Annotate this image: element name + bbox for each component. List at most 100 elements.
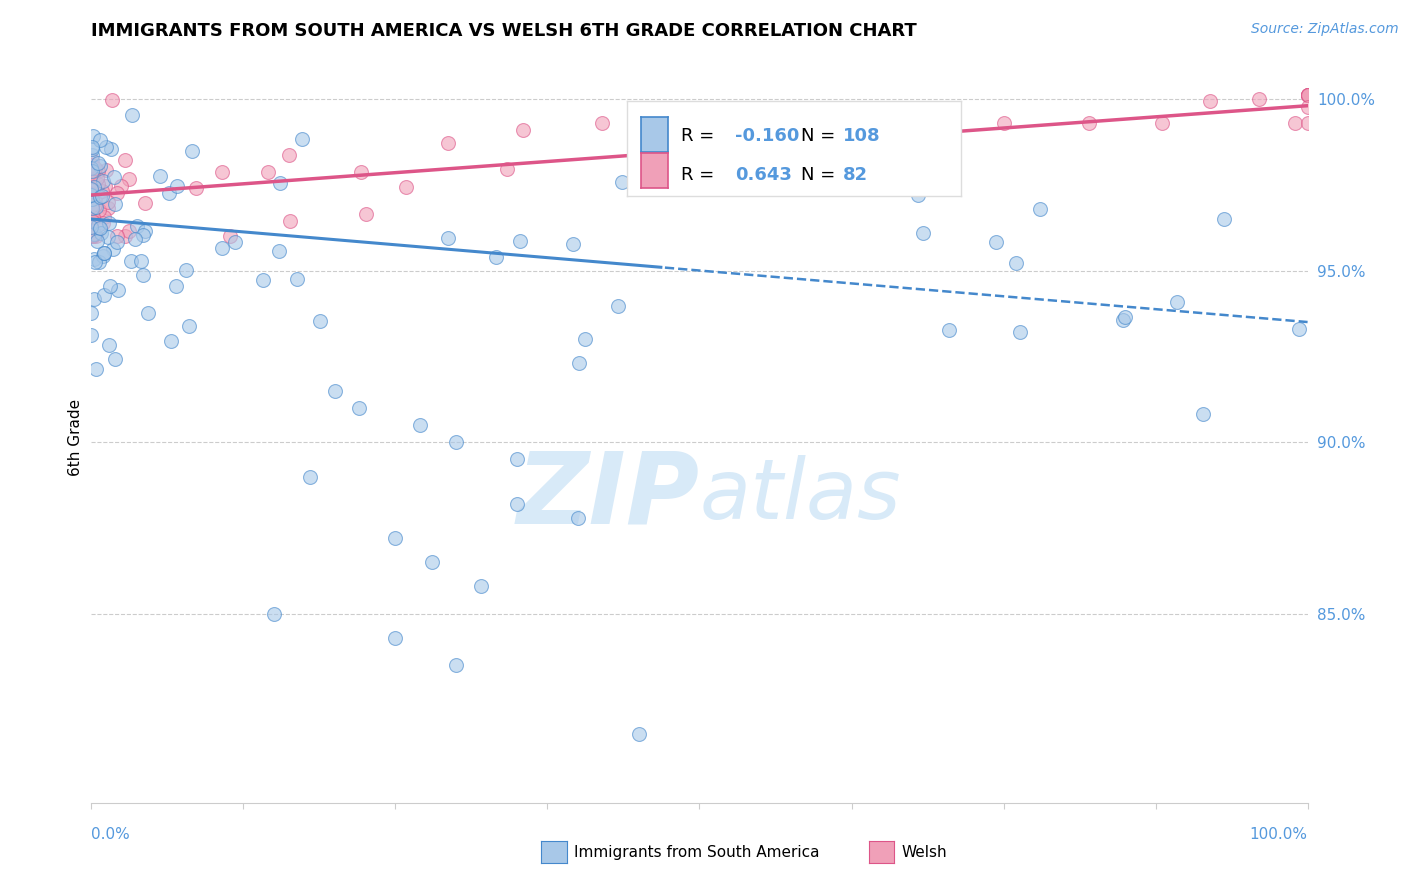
Point xyxy=(664,109,686,123)
Point xyxy=(80,158,103,172)
Point xyxy=(1296,88,1319,103)
Point xyxy=(1296,116,1319,130)
Point xyxy=(80,223,103,237)
Text: R =: R = xyxy=(682,166,720,185)
Point xyxy=(84,198,107,212)
Point xyxy=(437,231,460,245)
Point xyxy=(82,211,104,225)
Point xyxy=(257,165,280,179)
Point xyxy=(80,187,103,202)
Point xyxy=(80,181,103,195)
Point xyxy=(907,116,929,130)
Point xyxy=(149,169,172,183)
Point xyxy=(118,172,141,186)
Point xyxy=(89,202,111,217)
Point xyxy=(591,116,613,130)
Point xyxy=(993,116,1015,130)
Point xyxy=(506,497,529,511)
Point xyxy=(80,198,103,212)
Point xyxy=(86,171,108,186)
Point xyxy=(80,213,103,227)
Text: 0.643: 0.643 xyxy=(735,166,792,185)
Point xyxy=(713,116,735,130)
Point xyxy=(93,249,115,263)
Point xyxy=(110,178,132,193)
Point xyxy=(444,658,467,673)
Point xyxy=(80,328,103,343)
Text: N =: N = xyxy=(801,127,841,145)
Point xyxy=(610,175,633,189)
Point xyxy=(98,337,121,351)
Point xyxy=(129,253,152,268)
Point xyxy=(101,93,124,107)
Point xyxy=(83,252,105,266)
Point xyxy=(938,323,960,337)
Point xyxy=(103,242,125,256)
Point xyxy=(349,165,371,179)
Point xyxy=(309,314,332,328)
Point xyxy=(90,227,112,241)
Point xyxy=(1191,407,1213,421)
Point xyxy=(444,435,467,450)
Point xyxy=(1212,212,1234,227)
Point xyxy=(512,123,534,137)
Point xyxy=(80,192,103,206)
Point xyxy=(97,195,120,210)
Point xyxy=(87,218,110,232)
Point xyxy=(83,179,105,194)
Point xyxy=(1029,202,1052,216)
Y-axis label: 6th Grade: 6th Grade xyxy=(67,399,83,475)
Point xyxy=(83,292,105,306)
Point xyxy=(87,156,110,170)
Point xyxy=(82,164,104,178)
Point xyxy=(159,186,181,201)
Point xyxy=(395,179,418,194)
Point xyxy=(104,197,127,211)
Point xyxy=(607,298,630,312)
Point xyxy=(82,167,104,181)
Point xyxy=(1112,312,1135,326)
Point xyxy=(1008,325,1031,339)
Point xyxy=(1004,255,1026,269)
Text: 0.0%: 0.0% xyxy=(91,827,131,841)
Point xyxy=(80,206,103,220)
Point xyxy=(103,170,125,185)
Point xyxy=(1296,88,1319,103)
Point xyxy=(179,319,201,334)
Point xyxy=(91,189,114,203)
Point xyxy=(80,186,103,200)
Point xyxy=(82,227,104,242)
Point xyxy=(347,401,370,415)
Point xyxy=(82,128,104,143)
Point xyxy=(786,116,808,130)
Point xyxy=(1296,88,1319,103)
Point xyxy=(911,226,934,240)
Point xyxy=(97,202,120,216)
Point xyxy=(224,235,246,249)
Point xyxy=(89,190,111,204)
Point xyxy=(80,305,103,319)
Point xyxy=(94,163,117,178)
Point xyxy=(93,216,115,230)
Text: ZIP: ZIP xyxy=(516,447,699,544)
Point xyxy=(1296,88,1319,103)
Point xyxy=(80,202,103,216)
Point xyxy=(263,607,285,621)
Text: atlas: atlas xyxy=(699,455,901,536)
Point xyxy=(114,153,136,167)
Point xyxy=(278,213,301,227)
Point xyxy=(211,165,233,179)
Point xyxy=(567,510,589,524)
Point xyxy=(1288,322,1310,336)
Point xyxy=(218,229,240,244)
Point xyxy=(80,190,103,204)
Point xyxy=(907,188,929,202)
Point xyxy=(93,246,115,260)
Point xyxy=(134,196,156,211)
Point xyxy=(278,147,301,161)
Point xyxy=(82,191,104,205)
Point xyxy=(384,532,406,546)
Point xyxy=(86,234,108,248)
Point xyxy=(93,246,115,260)
Point xyxy=(97,216,120,230)
